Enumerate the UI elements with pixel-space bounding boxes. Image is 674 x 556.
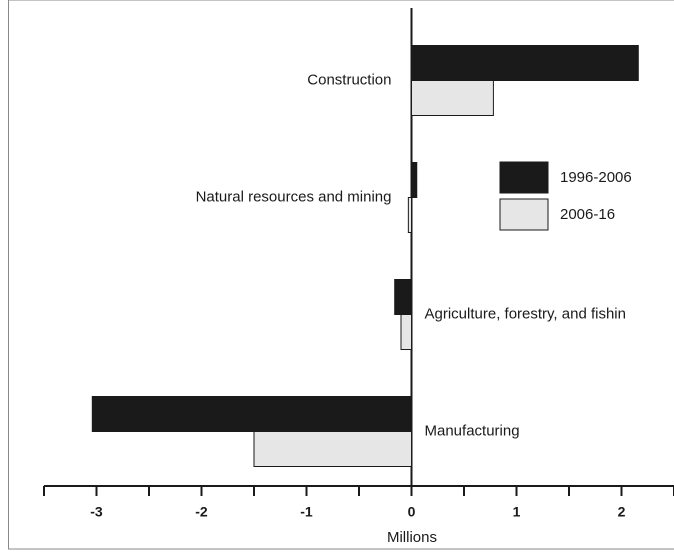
- frame: [8, 0, 674, 550]
- category-label: Agriculture, forestry, and fishin: [425, 305, 626, 322]
- bar: [411, 45, 639, 81]
- bar: [394, 279, 413, 315]
- category-label: Manufacturing: [425, 422, 520, 439]
- x-tick-label: -1: [300, 504, 313, 520]
- category-label: Construction: [307, 71, 391, 88]
- category-label: Natural resources and mining: [196, 188, 392, 205]
- bar: [411, 80, 494, 116]
- x-tick-label: -2: [195, 504, 208, 520]
- bar: [91, 396, 413, 432]
- legend-swatch: [499, 198, 549, 231]
- legend-label: 2006-16: [560, 206, 615, 223]
- x-axis-label: Millions: [387, 529, 437, 546]
- bar: [407, 197, 413, 233]
- x-tick-label: 0: [408, 504, 416, 520]
- legend-label: 1996-2006: [560, 169, 632, 186]
- bar: [411, 162, 418, 198]
- x-tick-label: 2: [618, 504, 626, 520]
- legend-swatch: [499, 161, 549, 194]
- bar: [400, 314, 412, 350]
- x-tick-label: 1: [513, 504, 521, 520]
- bar: [253, 431, 412, 467]
- x-tick-label: -3: [90, 504, 103, 520]
